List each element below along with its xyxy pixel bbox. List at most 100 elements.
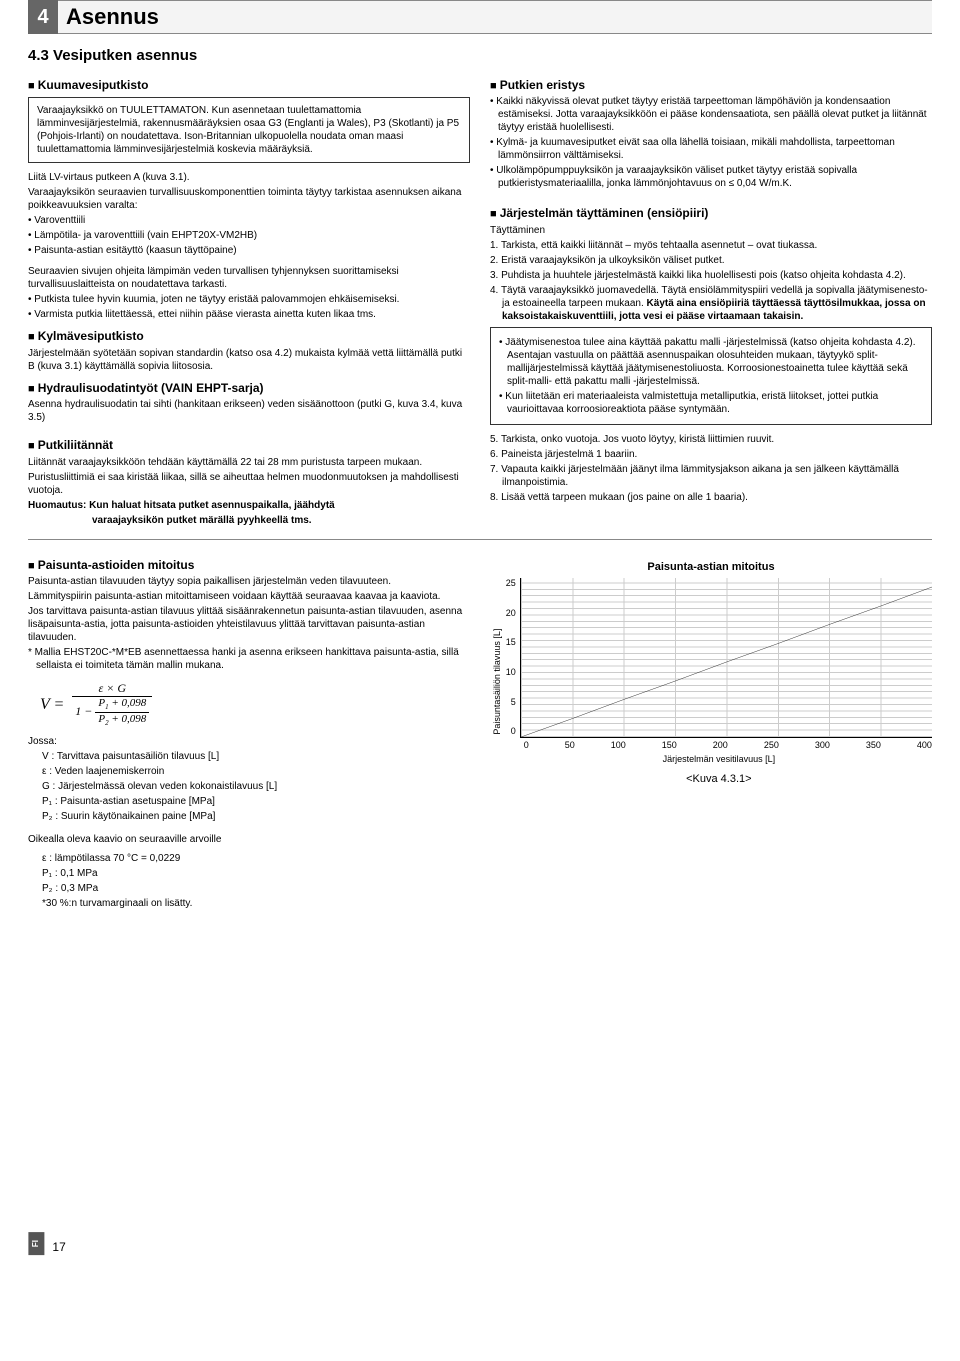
formula: V = ε × G 1 − P1 + 0,098P2 + 0,098 (40, 682, 470, 727)
bottom-left-column: Paisunta-astioiden mitoitus Paisunta-ast… (28, 550, 470, 913)
bullet: • Kun liitetään eri materiaaleista valmi… (499, 390, 923, 416)
chart-plot-row: 0 5 10 15 20 25 (506, 578, 932, 738)
ytick: 25 (506, 578, 516, 590)
note-text: * Mallia EHST20C-*M*EB asennettaessa han… (28, 646, 470, 672)
bullet-list: • Varoventtiili • Lämpötila- ja varovent… (28, 214, 470, 257)
bullet: • Kylmä- ja kuumavesiputket eivät saa ol… (490, 136, 932, 162)
chapter-header: 4 Asennus (28, 0, 932, 34)
list-item: 3. Puhdista ja huuhtele järjestelmästä k… (490, 269, 932, 282)
heading-eristys: Putkien eristys (490, 78, 932, 94)
def-item: P₁ : Paisunta-astian asetuspaine [MPa] (42, 795, 470, 808)
heading-putkiliitannat: Putkiliitännät (28, 438, 470, 454)
list-item: 6. Paineista järjestelmä 1 baariin. (490, 448, 932, 461)
list-item: 2. Eristä varaajayksikön ja ulkoyksikön … (490, 254, 932, 267)
xtick: 200 (713, 740, 728, 752)
chart-y-label: Paisuntasäiliön tilavuus [L] (490, 578, 506, 786)
info-box: • Jäätymisenestoa tulee aina käyttää pak… (490, 327, 932, 425)
def-item: G : Järjestelmässä olevan veden kokonais… (42, 780, 470, 793)
formula-numerator: ε × G (72, 682, 152, 696)
chart-x-ticks: 0 50 100 150 200 250 300 350 400 (506, 740, 932, 752)
list-item: 7. Vapauta kaikki järjestelmään jäänyt i… (490, 463, 932, 489)
note-text: Huomautus: Kun haluat hitsata putket ase… (28, 499, 470, 512)
chart-area: Paisuntasäiliön tilavuus [L] 0 5 10 15 2… (490, 578, 932, 786)
bullet: • Jäätymisenestoa tulee aina käyttää pak… (499, 336, 923, 388)
right-column: Putkien eristys • Kaikki näkyvissä oleva… (490, 70, 932, 529)
language-tab: FI (28, 1232, 44, 1255)
def-item: P₂ : Suurin käytönaikainen paine [MPa] (42, 810, 470, 823)
ytick: 15 (506, 637, 516, 649)
bullet: • Kaikki näkyvissä olevat putket täytyy … (490, 95, 932, 134)
expansion-vessel-chart: Paisunta-astian mitoitus Paisuntasäiliön… (490, 560, 932, 786)
definitions-list: V : Tarvittava paisuntasäiliön tilavuus … (28, 750, 470, 823)
xtick: 150 (662, 740, 677, 752)
chart-plot (520, 578, 932, 738)
text: Järjestelmään syötetään sopivan standard… (28, 347, 470, 373)
value-item: P₂ : 0,3 MPa (42, 882, 470, 895)
text: Liitä LV-virtaus putkeen A (kuva 3.1). (28, 171, 470, 184)
value-item: P₁ : 0,1 MPa (42, 867, 470, 880)
bullet: • Varoventtiili (28, 214, 470, 227)
xtick: 400 (917, 740, 932, 752)
heading-hydrauli: Hydraulisuodatintyöt (VAIN EHPT-sarja) (28, 381, 470, 397)
text: Liitännät varaajayksikköön tehdään käytt… (28, 456, 470, 469)
text: Puristusliittimiä ei saa kiristää liikaa… (28, 471, 470, 497)
list-item: 1. Tarkista, että kaikki liitännät – myö… (490, 239, 932, 252)
ytick: 0 (506, 726, 516, 738)
section-title: 4.3 Vesiputken asennus (28, 46, 932, 66)
chart-title: Paisunta-astian mitoitus (490, 560, 932, 574)
bullet-list: • Kaikki näkyvissä olevat putket täytyy … (490, 95, 932, 190)
formula-lhs: V = (40, 695, 64, 716)
formula-outer-fraction: ε × G 1 − P1 + 0,098P2 + 0,098 (72, 682, 152, 727)
values-list: ε : lämpötilassa 70 °C = 0,0229 P₁ : 0,1… (28, 852, 470, 910)
bullet: • Lämpötila- ja varoventtiili (vain EHPT… (28, 229, 470, 242)
text: Seuraavien sivujen ohjeita lämpimän vede… (28, 265, 470, 291)
value-item: ε : lämpötilassa 70 °C = 0,0229 (42, 852, 470, 865)
chapter-number: 4 (28, 0, 58, 34)
ytick: 10 (506, 667, 516, 679)
list-item: 5. Tarkista, onko vuotoja. Jos vuoto löy… (490, 433, 932, 446)
formula-denominator: 1 − P1 + 0,098P2 + 0,098 (72, 697, 152, 728)
warning-box: Varaajayksikkö on TUULETTAMATON. Kun ase… (28, 97, 470, 163)
page-number: 17 (52, 1240, 65, 1256)
xtick: 50 (565, 740, 575, 752)
text: Varaajayksikön seuraavien turvallisuusko… (28, 186, 470, 212)
list-item: 8. Lisää vettä tarpeen mukaan (jos paine… (490, 491, 932, 504)
heading-kylmavesi: Kylmävesiputkisto (28, 329, 470, 345)
list-item: 4. Täytä varaajayksikkö juomavedellä. Tä… (490, 284, 932, 323)
two-column-layout: Kuumavesiputkisto Varaajayksikkö on TUUL… (28, 70, 932, 529)
subheading: Täyttäminen (490, 224, 932, 237)
bullet: • Ulkolämpöpumppuyksikön ja varaajayksik… (490, 164, 932, 190)
heading-taytto: Järjestelmän täyttäminen (ensiöpiiri) (490, 206, 932, 222)
xtick: 300 (815, 740, 830, 752)
text: Lämmityspiirin paisunta-astian mitoittam… (28, 590, 470, 603)
numbered-list: 1. Tarkista, että kaikki liitännät – myö… (490, 239, 932, 323)
ytick: 5 (506, 697, 516, 709)
def-item: ε : Veden laajenemiskerroin (42, 765, 470, 778)
xtick: 100 (611, 740, 626, 752)
xtick: 0 (524, 740, 529, 752)
heading-paisunta: Paisunta-astioiden mitoitus (28, 558, 470, 574)
value-item: *30 %:n turvamarginaali on lisätty. (42, 897, 470, 910)
text: Paisunta-astian tilavuuden täytyy sopia … (28, 575, 470, 588)
chart-y-ticks: 0 5 10 15 20 25 (506, 578, 520, 738)
heading-kuumavesi: Kuumavesiputkisto (28, 78, 470, 94)
ytick: 20 (506, 608, 516, 620)
bullet: • Putkista tulee hyvin kuumia, joten ne … (28, 293, 470, 306)
xtick: 250 (764, 740, 779, 752)
chart-svg (521, 578, 932, 737)
text: Asenna hydraulisuodatin tai sihti (hanki… (28, 398, 470, 424)
chart-x-label: Järjestelmän vesitilavuus [L] (506, 754, 932, 766)
def-item: V : Tarvittava paisuntasäiliön tilavuus … (42, 750, 470, 763)
text: Jos tarvittava paisunta-astian tilavuus … (28, 605, 470, 644)
text: Oikealla oleva kaavio on seuraaville arv… (28, 833, 470, 846)
divider (28, 539, 932, 540)
numbered-list: 5. Tarkista, onko vuotoja. Jos vuoto löy… (490, 433, 932, 504)
chapter-title: Asennus (66, 3, 159, 32)
bullet-list: • Putkista tulee hyvin kuumia, joten ne … (28, 293, 470, 321)
chart-plot-column: 0 5 10 15 20 25 (506, 578, 932, 786)
figure-reference: <Kuva 4.3.1> (506, 772, 932, 786)
bottom-right-column: Paisunta-astian mitoitus Paisuntasäiliön… (490, 550, 932, 913)
bullet: • Paisunta-astian esitäyttö (kaasun täyt… (28, 244, 470, 257)
page-footer: FI 17 (28, 1232, 932, 1255)
bottom-two-column: Paisunta-astioiden mitoitus Paisunta-ast… (28, 550, 932, 913)
